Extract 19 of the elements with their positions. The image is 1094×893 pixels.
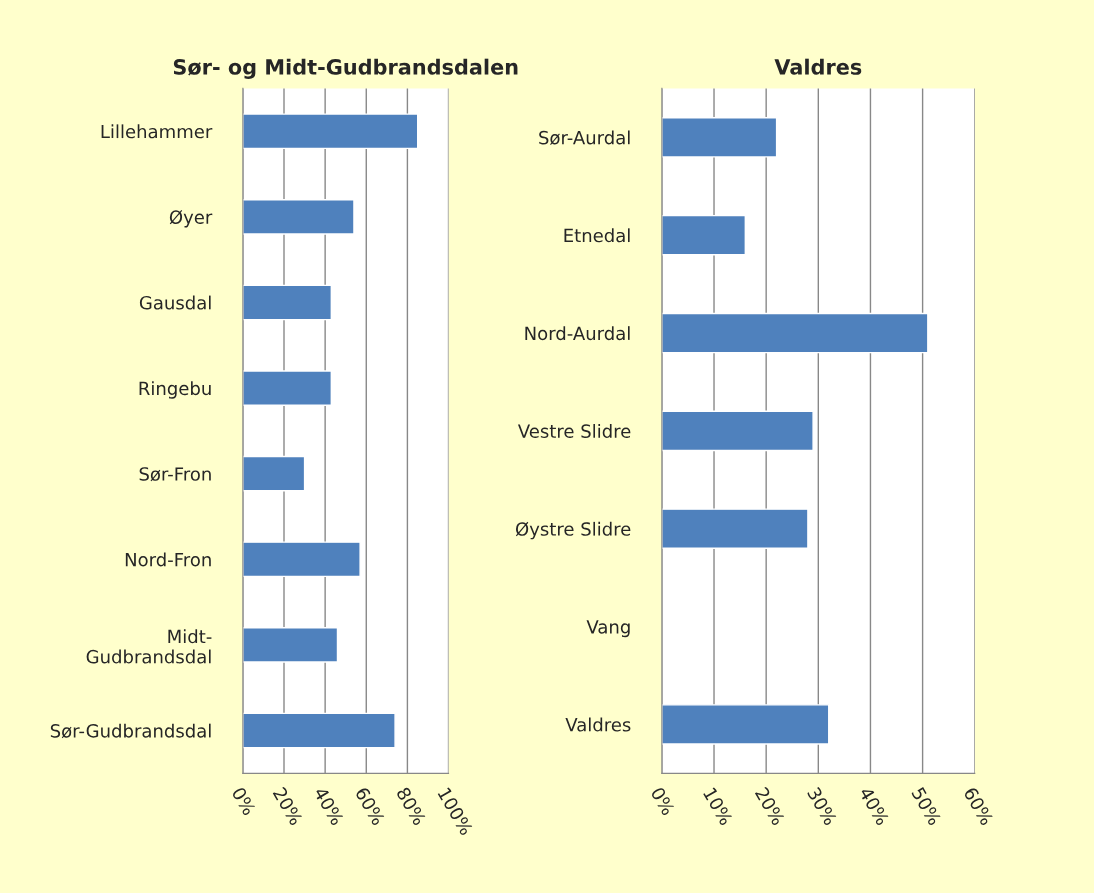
y-tick-label: Midt- Gudbrandsdal — [86, 629, 212, 664]
y-tick-label: Lillehammer — [101, 124, 213, 139]
y-tick-label: Gausdal — [139, 295, 211, 310]
y-tick-label: Nord-Aurdal — [525, 326, 630, 341]
chart-title: Sør- og Midt-Gudbrandsdalen — [173, 58, 518, 80]
y-tick-label: Vestre Slidre — [517, 424, 631, 438]
y-tick-label: Øystre Slidre — [515, 521, 631, 540]
x-tick-label: 0% — [650, 786, 676, 817]
y-tick-label: Sør-Gudbrandsdal — [50, 723, 211, 739]
y-tick-label: Valdres — [565, 717, 631, 732]
y-tick-label: Vang — [586, 620, 630, 638]
y-tick-label: Nord-Fron — [125, 552, 211, 567]
y-tick-label: Øyer — [169, 209, 213, 228]
chart-title: Valdres — [774, 58, 862, 75]
x-tick-label: 0% — [231, 786, 257, 817]
y-tick-label: Ringebu — [139, 381, 211, 399]
y-tick-label: Sør-Fron — [139, 467, 211, 482]
y-tick-label: Sør-Aurdal — [539, 130, 630, 146]
y-tick-label: Etnedal — [564, 228, 630, 243]
